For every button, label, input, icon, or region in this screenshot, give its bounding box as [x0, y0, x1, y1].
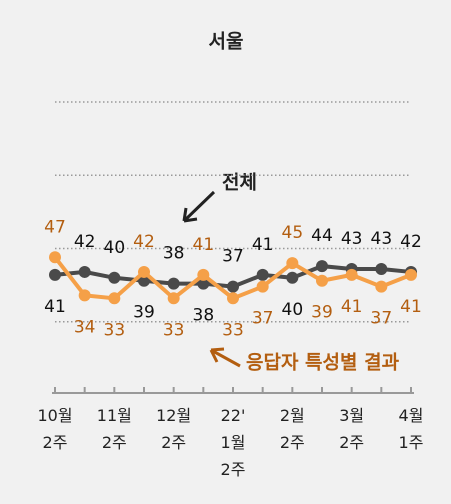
series-annotation: 응답자 특성별 결과 [246, 352, 400, 374]
data-label: 38 [163, 244, 185, 264]
point [345, 268, 358, 281]
point [167, 277, 180, 290]
x-tick-label: 22' 1월 2주 [220, 406, 246, 479]
data-label: 41 [252, 235, 274, 255]
point [78, 265, 91, 278]
data-label: 47 [44, 217, 66, 237]
point [197, 277, 210, 290]
point [375, 280, 388, 293]
point [108, 292, 121, 305]
point [375, 263, 388, 276]
data-label: 44 [311, 226, 333, 246]
data-label: 39 [311, 303, 333, 323]
x-tick-label: 4월 1주 [398, 406, 424, 452]
point [78, 289, 91, 302]
point [405, 268, 417, 281]
data-label: 37 [222, 247, 244, 267]
point [286, 257, 299, 270]
data-label: 41 [400, 297, 422, 317]
annotation-arrow [182, 190, 216, 223]
x-tick-label: 10월 2주 [37, 406, 73, 452]
data-label: 41 [44, 297, 66, 317]
data-label: 42 [74, 232, 96, 252]
point [138, 274, 150, 287]
data-label: 43 [341, 229, 363, 249]
x-tick-label: 2월 2주 [279, 406, 305, 452]
data-label: 33 [222, 320, 244, 340]
point [286, 271, 299, 284]
point [316, 274, 328, 287]
chart-title: 서울 [209, 31, 244, 53]
data-label: 43 [371, 229, 393, 249]
point [138, 265, 150, 278]
point [108, 271, 121, 284]
point [256, 268, 269, 281]
point [227, 280, 239, 293]
data-label: 38 [193, 306, 215, 326]
point [197, 268, 210, 281]
data-label: 41 [341, 297, 363, 317]
point [256, 280, 269, 293]
point [167, 292, 180, 305]
data-label: 40 [282, 300, 304, 320]
x-tick-label: 3월 2주 [339, 406, 365, 452]
series-annotation: 전체 [222, 172, 257, 194]
x-tick-label: 11월 2주 [96, 406, 132, 452]
data-label: 42 [133, 232, 155, 252]
data-label: 45 [282, 223, 304, 243]
data-label: 33 [104, 320, 126, 340]
data-label: 42 [400, 232, 422, 252]
data-label: 37 [252, 309, 274, 329]
data-label: 41 [193, 235, 215, 255]
point [49, 268, 61, 281]
data-label: 39 [133, 303, 155, 323]
point [227, 292, 239, 305]
point [49, 251, 61, 264]
point [316, 260, 328, 273]
data-label: 37 [371, 309, 393, 329]
data-label: 33 [163, 320, 185, 340]
data-label: 34 [74, 317, 96, 337]
x-tick-label: 12월 2주 [156, 406, 192, 452]
annotation-arrow [209, 347, 241, 368]
data-label: 40 [104, 238, 126, 258]
